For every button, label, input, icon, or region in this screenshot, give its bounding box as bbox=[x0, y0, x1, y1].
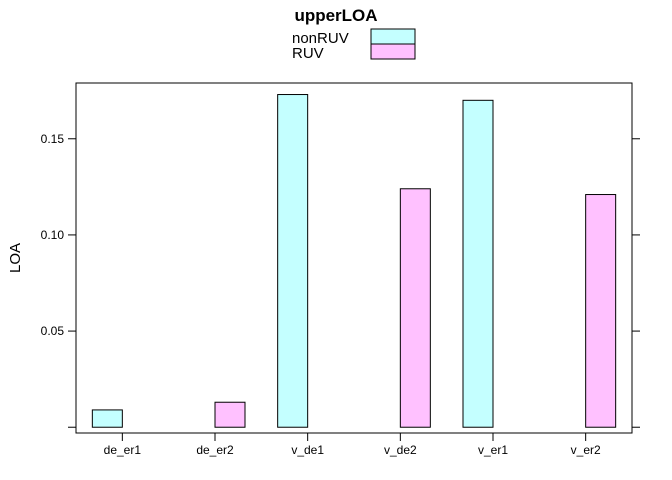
bar-nonRUV-de_er1 bbox=[91, 409, 123, 428]
bar-nonRUV-v_er1 bbox=[462, 99, 494, 428]
plot-frame bbox=[75, 82, 633, 434]
x-tick-label: de_er1 bbox=[104, 443, 142, 457]
y-tick-label: 0.15 bbox=[41, 132, 65, 146]
bar-RUV-v_de2 bbox=[399, 188, 431, 428]
x-tick-label: v_er2 bbox=[571, 443, 601, 457]
bars bbox=[91, 94, 617, 428]
legend-swatch-RUV bbox=[370, 43, 416, 60]
x-tick-label: v_de2 bbox=[384, 443, 417, 457]
y-axis-label: LOA bbox=[7, 243, 24, 273]
x-tick-label: v_de1 bbox=[291, 443, 324, 457]
legend-label-RUV: RUV bbox=[292, 45, 324, 62]
y-tick-label: 0.10 bbox=[41, 228, 65, 242]
chart-title: upperLOA bbox=[294, 6, 377, 25]
legend-label-nonRUV: nonRUV bbox=[292, 30, 349, 47]
y-axis: 0.05 0.10 0.15 bbox=[41, 132, 640, 428]
bar-RUV-v_er2 bbox=[585, 194, 617, 428]
bar-RUV-de_er2 bbox=[214, 401, 246, 428]
legend-swatch-nonRUV bbox=[370, 28, 416, 45]
bar-nonRUV-v_de1 bbox=[277, 94, 309, 428]
x-tick-label: v_er1 bbox=[478, 443, 508, 457]
x-axis: de_er1 de_er2 v_de1 v_de2 v_er1 v_er2 bbox=[104, 433, 601, 457]
y-tick-label: 0.05 bbox=[41, 324, 65, 338]
x-tick-label: de_er2 bbox=[196, 443, 234, 457]
